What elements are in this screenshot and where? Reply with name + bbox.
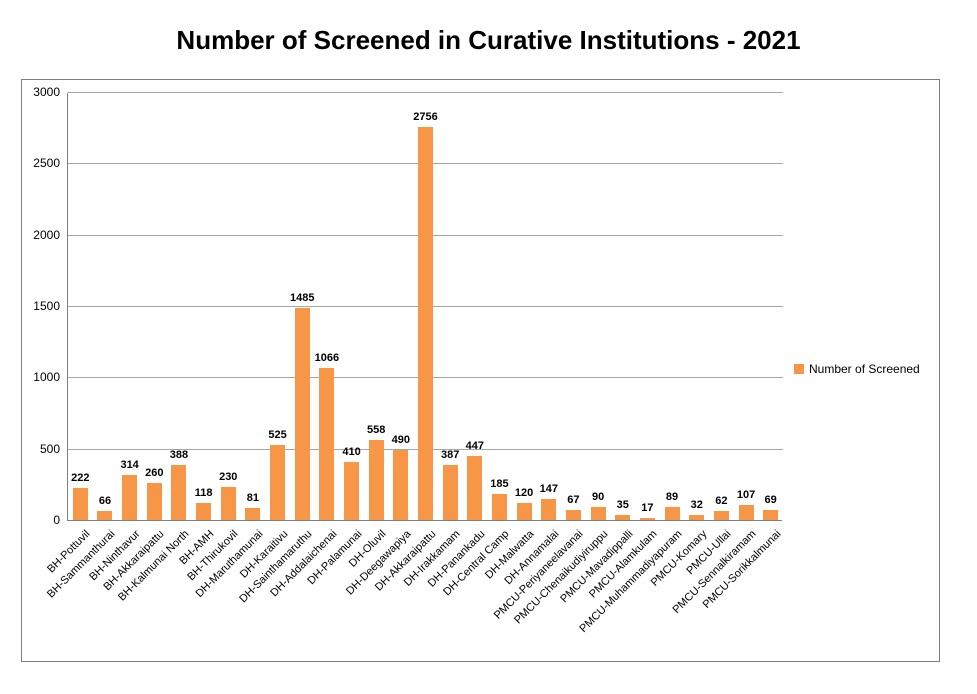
bar-value-label: 66 bbox=[98, 494, 112, 507]
bar bbox=[146, 482, 162, 520]
bar-value-label: 67 bbox=[567, 494, 580, 507]
y-tick-label: 1500 bbox=[33, 299, 60, 313]
bar bbox=[516, 502, 532, 520]
bar-value-label: 90 bbox=[591, 491, 605, 504]
bar bbox=[270, 445, 286, 520]
bar bbox=[615, 515, 631, 520]
bar-value-label: 120 bbox=[514, 486, 534, 499]
bar-value-label: 185 bbox=[490, 477, 509, 490]
bar bbox=[294, 308, 310, 520]
y-tick-label: 2500 bbox=[33, 156, 60, 171]
bar bbox=[590, 507, 606, 520]
bar bbox=[393, 450, 409, 520]
bar-value-label: 35 bbox=[616, 499, 629, 512]
bar-value-label: 447 bbox=[465, 440, 484, 453]
bar bbox=[319, 367, 335, 520]
bar-value-label: 387 bbox=[440, 448, 460, 461]
y-tick-label: 0 bbox=[53, 513, 60, 527]
bar-value-label: 2756 bbox=[413, 110, 438, 123]
bar bbox=[442, 464, 458, 520]
y-tick-label: 2000 bbox=[33, 227, 60, 242]
y-tick-label: 500 bbox=[39, 441, 60, 456]
bar bbox=[171, 464, 187, 520]
bar bbox=[97, 510, 113, 520]
bar-value-label: 410 bbox=[342, 445, 361, 458]
bar bbox=[689, 515, 705, 520]
plot-area: 0 500 1000 1500 2000 2500 3000 222 BH-Pottuvil 66… bbox=[33, 85, 783, 635]
legend-marker-swatch-icon bbox=[794, 364, 804, 374]
bar-value-label: 314 bbox=[120, 459, 139, 472]
bar bbox=[467, 456, 483, 520]
bar-value-label: 32 bbox=[690, 499, 703, 512]
bar-value-label: 1485 bbox=[289, 292, 315, 305]
bar bbox=[196, 503, 212, 520]
chart-frame: 0 500 1000 1500 2000 2500 3000 222 BH-Pottuvil 66… bbox=[21, 79, 940, 662]
legend: Number of Screened bbox=[794, 362, 920, 376]
bar bbox=[738, 504, 754, 520]
bar bbox=[541, 499, 557, 520]
bar-value-label: 490 bbox=[391, 434, 411, 447]
bar bbox=[565, 510, 581, 520]
bar bbox=[368, 440, 384, 520]
bar-value-label: 89 bbox=[665, 491, 679, 504]
bar bbox=[418, 126, 433, 520]
bar-value-label: 558 bbox=[367, 424, 386, 437]
bar-value-label: 1066 bbox=[314, 351, 340, 364]
y-tick-label: 1000 bbox=[33, 370, 60, 385]
y-tick-label: 3000 bbox=[33, 85, 60, 99]
bar bbox=[122, 475, 138, 520]
bar bbox=[245, 508, 261, 520]
gridline bbox=[68, 92, 783, 93]
bar-value-label: 81 bbox=[246, 492, 260, 505]
bar-value-label: 260 bbox=[145, 466, 164, 479]
bar-value-label: 230 bbox=[219, 471, 238, 484]
bar-value-label: 388 bbox=[169, 448, 189, 461]
bar bbox=[763, 510, 779, 520]
bar-value-label: 222 bbox=[71, 472, 90, 485]
chart-title: Number of Screened in Curative Instituti… bbox=[176, 25, 801, 55]
bar bbox=[491, 493, 507, 520]
bar-value-label: 62 bbox=[715, 495, 728, 508]
bar-value-label: 17 bbox=[641, 501, 654, 514]
bar-value-label: 69 bbox=[764, 494, 777, 507]
bar bbox=[713, 511, 729, 520]
bar-value-label: 147 bbox=[539, 483, 558, 496]
bar-value-label: 118 bbox=[194, 487, 213, 500]
bar-value-label: 525 bbox=[268, 429, 287, 442]
bar bbox=[72, 488, 88, 520]
bar bbox=[639, 517, 655, 520]
bar bbox=[220, 487, 236, 520]
bar-value-label: 107 bbox=[736, 488, 756, 501]
bar bbox=[664, 507, 680, 520]
bar bbox=[344, 461, 360, 520]
legend-label: Number of Screened bbox=[809, 362, 920, 376]
